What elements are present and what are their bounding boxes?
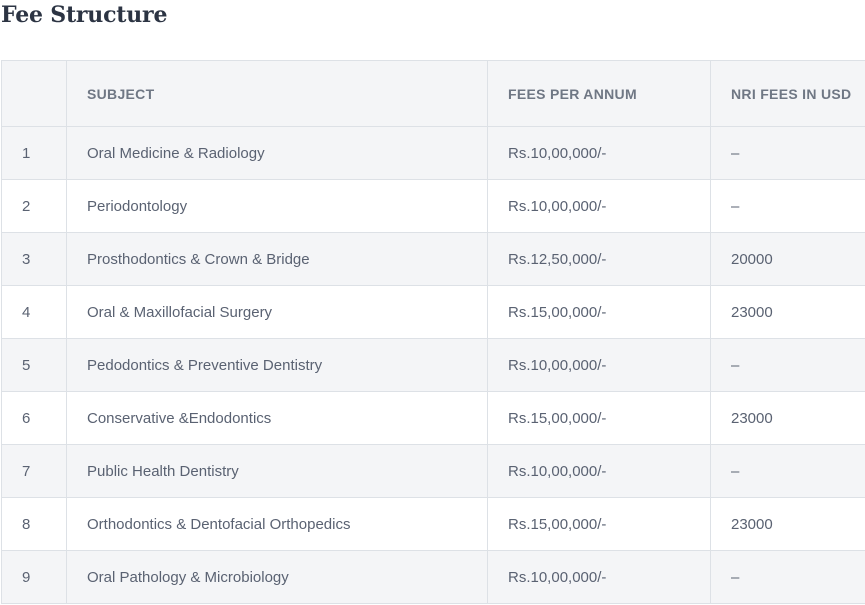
row-nri-fees: 23000 xyxy=(710,391,865,445)
row-index: 6 xyxy=(1,391,67,445)
row-nri-fees: – xyxy=(710,550,865,604)
row-fees: Rs.10,00,000/- xyxy=(487,444,711,498)
row-subject: Pedodontics & Preventive Dentistry xyxy=(66,338,488,392)
table-row: 8 Orthodontics & Dentofacial Orthopedics… xyxy=(1,497,865,551)
row-subject: Conservative &Endodontics xyxy=(66,391,488,445)
row-index: 3 xyxy=(1,232,67,286)
row-subject: Orthodontics & Dentofacial Orthopedics xyxy=(66,497,488,551)
row-fees: Rs.10,00,000/- xyxy=(487,179,711,233)
row-subject: Oral Medicine & Radiology xyxy=(66,126,488,180)
row-fees: Rs.15,00,000/- xyxy=(487,391,711,445)
table-row: 9 Oral Pathology & Microbiology Rs.10,00… xyxy=(1,550,865,604)
row-nri-fees: – xyxy=(710,179,865,233)
table-row: 3 Prosthodontics & Crown & Bridge Rs.12,… xyxy=(1,232,865,286)
table-row: 6 Conservative &Endodontics Rs.15,00,000… xyxy=(1,391,865,445)
row-index: 9 xyxy=(1,550,67,604)
row-index: 7 xyxy=(1,444,67,498)
row-subject: Prosthodontics & Crown & Bridge xyxy=(66,232,488,286)
row-index: 5 xyxy=(1,338,67,392)
row-fees: Rs.10,00,000/- xyxy=(487,338,711,392)
table-row: 5 Pedodontics & Preventive Dentistry Rs.… xyxy=(1,338,865,392)
row-nri-fees: 20000 xyxy=(710,232,865,286)
table-row: 7 Public Health Dentistry Rs.10,00,000/-… xyxy=(1,444,865,498)
table-row: 4 Oral & Maxillofacial Surgery Rs.15,00,… xyxy=(1,285,865,339)
header-nri-fees: NRI FEES IN USD xyxy=(710,60,865,127)
row-index: 4 xyxy=(1,285,67,339)
row-subject: Oral Pathology & Microbiology xyxy=(66,550,488,604)
row-fees: Rs.15,00,000/- xyxy=(487,497,711,551)
row-index: 8 xyxy=(1,497,67,551)
row-nri-fees: – xyxy=(710,338,865,392)
header-subject: SUBJECT xyxy=(66,60,488,127)
row-index: 2 xyxy=(1,179,67,233)
row-subject: Periodontology xyxy=(66,179,488,233)
row-nri-fees: 23000 xyxy=(710,497,865,551)
row-fees: Rs.15,00,000/- xyxy=(487,285,711,339)
row-index: 1 xyxy=(1,126,67,180)
header-index xyxy=(1,60,67,127)
table-header-row: SUBJECT FEES PER ANNUM NRI FEES IN USD xyxy=(1,60,865,127)
table-row: 1 Oral Medicine & Radiology Rs.10,00,000… xyxy=(1,126,865,180)
row-subject: Oral & Maxillofacial Surgery xyxy=(66,285,488,339)
row-nri-fees: 23000 xyxy=(710,285,865,339)
page-title: Fee Structure xyxy=(1,2,168,28)
row-fees: Rs.10,00,000/- xyxy=(487,126,711,180)
row-subject: Public Health Dentistry xyxy=(66,444,488,498)
table-row: 2 Periodontology Rs.10,00,000/- – xyxy=(1,179,865,233)
row-nri-fees: – xyxy=(710,126,865,180)
row-nri-fees: – xyxy=(710,444,865,498)
row-fees: Rs.10,00,000/- xyxy=(487,550,711,604)
header-fees-per-annum: FEES PER ANNUM xyxy=(487,60,711,127)
row-fees: Rs.12,50,000/- xyxy=(487,232,711,286)
fee-structure-table: SUBJECT FEES PER ANNUM NRI FEES IN USD 1… xyxy=(1,60,865,604)
